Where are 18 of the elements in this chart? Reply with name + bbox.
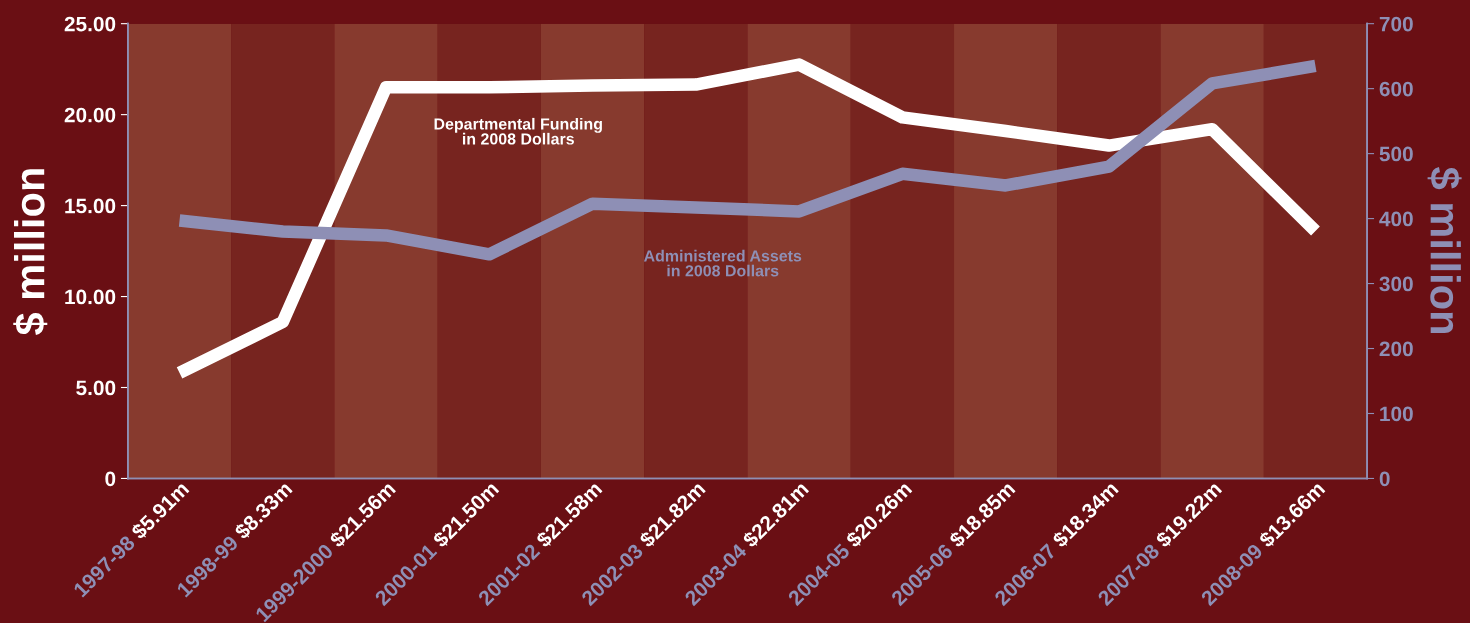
y2-tick-label: 400 [1379,211,1413,227]
y-tick-label: 20.00 [64,107,116,123]
y-tick-label: 15.00 [65,198,116,214]
y-tick-label: 0 [105,471,116,487]
text: Administered Assets in 2008 Dollars [643,249,802,277]
y-tick-label: 5.00 [76,380,116,396]
y-tick-label: 25.00 [64,16,116,32]
y2-axis-title: $ million [1427,167,1462,333]
y2-tick-label: 700 [1379,16,1413,32]
y2-tick-label: 600 [1379,81,1413,97]
y2-tick-label: 0 [1379,471,1390,487]
series-label: Departmental Funding in 2008 Dollars [434,117,602,145]
y2-tick-label: 500 [1379,146,1413,162]
y-tick-label: 10.00 [65,289,116,305]
y-axis-title: $ million [13,169,48,336]
y2-tick-label: 200 [1379,341,1413,357]
y2-tick-label: 300 [1379,276,1413,292]
y2-tick-label: 100 [1380,406,1413,422]
